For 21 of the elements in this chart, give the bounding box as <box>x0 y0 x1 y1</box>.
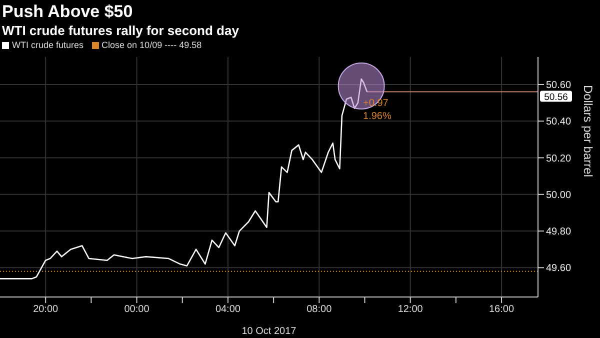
legend-label: Close on 10/09 ---- 49.58 <box>100 40 202 50</box>
y-tick-label: 50.20 <box>546 153 572 164</box>
x-axis-title: 10 Oct 2017 <box>242 326 297 337</box>
annotation: +0.97 <box>363 98 389 109</box>
x-tick-label: 04:00 <box>215 304 241 316</box>
x-tick-label: 20:00 <box>33 304 59 316</box>
y-axis-title: Dollars per barrel <box>580 84 595 177</box>
y-tick-label: 50.00 <box>546 190 572 201</box>
legend-label: WTI crude futures <box>11 40 84 50</box>
y-tick-label: 49.80 <box>546 226 572 238</box>
chart-subtitle: WTI crude futures rally for second day <box>2 23 239 38</box>
y-tick-label: 49.60 <box>546 263 572 274</box>
y-tick-label: 50.40 <box>546 116 572 128</box>
x-tick-label: 00:00 <box>124 304 150 316</box>
x-tick-label: 08:00 <box>306 304 332 316</box>
annotation: 1.96% <box>363 110 392 122</box>
ref-line-label: 50.56 <box>544 92 568 103</box>
x-tick-label: 16:00 <box>489 304 514 316</box>
y-tick-label: 50.60 <box>546 80 572 92</box>
x-tick-label: 12:00 <box>398 304 424 316</box>
chart-title: Push Above $50 <box>2 2 133 22</box>
